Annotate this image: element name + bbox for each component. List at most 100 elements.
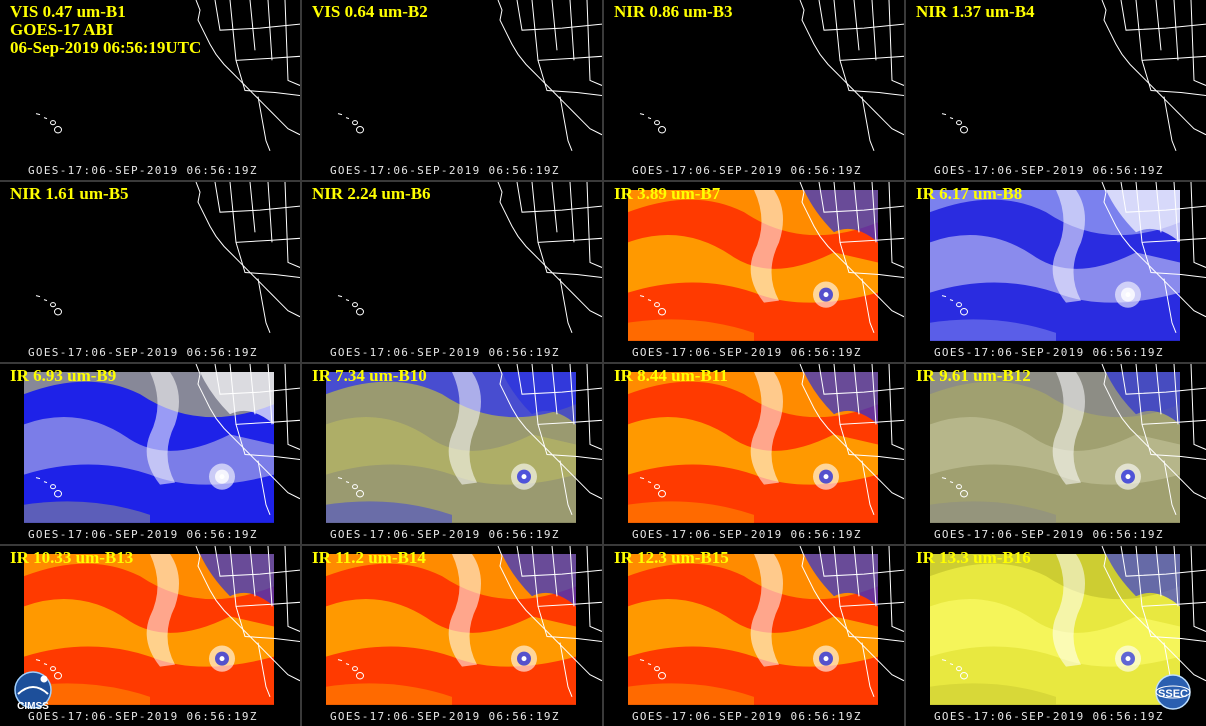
hawaii-islands-outline — [35, 113, 62, 134]
band-panel: IR 6.93 um-B9 GOES-17:06-SEP-2019 06:56:1… — [0, 364, 300, 544]
scan-datetime: 06-Sep-2019 06:56:19UTC — [10, 38, 202, 57]
coastline-outline — [497, 182, 602, 334]
band-image — [941, 0, 1206, 152]
band-label: NIR 0.86 um-B3 — [614, 2, 733, 21]
timestamp-caption: GOES-17:06-SEP-2019 06:56:19Z — [934, 528, 1164, 541]
band-image — [35, 0, 300, 152]
band-image — [628, 546, 904, 705]
band-label: NIR 1.61 um-B5 — [10, 184, 129, 203]
band-panel: IR 11.2 um-B14 GOES-17:06-SEP-2019 06:56:… — [302, 546, 602, 726]
coastline-outline — [1101, 364, 1206, 516]
band-panel: IR 3.89 um-B7 GOES-17:06-SEP-2019 06:56:1… — [604, 182, 904, 362]
hawaii-islands-outline — [337, 113, 364, 134]
band-panel: IR 12.3 um-B15 GOES-17:06-SEP-2019 06:56:… — [604, 546, 904, 726]
band-panel: IR 9.61 um-B12 GOES-17:06-SEP-2019 06:56:… — [906, 364, 1206, 544]
band-panel: NIR 2.24 um-B6 GOES-17:06-SEP-2019 06:56:… — [302, 182, 602, 362]
band-label: IR 3.89 um-B7 — [614, 184, 721, 203]
coastline-outline — [1101, 182, 1206, 334]
coastline-outline — [799, 546, 904, 698]
hawaii-islands-outline — [941, 659, 968, 680]
band-image — [337, 0, 602, 152]
coastline-outline — [195, 0, 300, 152]
hawaii-islands-outline — [639, 659, 666, 680]
timestamp-caption: GOES-17:06-SEP-2019 06:56:19Z — [632, 164, 862, 177]
band-label: IR 10.33 um-B13 — [10, 548, 134, 567]
band-label: IR 13.3 um-B16 — [916, 548, 1031, 567]
coastline-outline — [799, 364, 904, 516]
satellite-imagery — [628, 372, 878, 523]
band-label: IR 8.44 um-B11 — [614, 366, 728, 385]
coastline-outline — [497, 364, 602, 516]
hawaii-islands-outline — [639, 477, 666, 498]
hawaii-islands-outline — [639, 113, 666, 134]
satellite-imagery — [930, 372, 1180, 523]
band-label: IR 6.93 um-B9 — [10, 366, 117, 385]
satellite-imagery — [326, 554, 576, 705]
band-panel: VIS 0.64 um-B2 GOES-17:06-SEP-2019 06:56:… — [302, 0, 602, 180]
band-label: NIR 1.37 um-B4 — [916, 2, 1035, 21]
timestamp-caption: GOES-17:06-SEP-2019 06:56:19Z — [28, 710, 258, 723]
band-image — [326, 364, 602, 523]
band-image — [930, 364, 1206, 523]
timestamp-caption: GOES-17:06-SEP-2019 06:56:19Z — [28, 528, 258, 541]
coastline-outline — [195, 546, 300, 698]
band-image — [24, 364, 300, 523]
band-label: VIS 0.47 um-B1 — [10, 2, 126, 21]
timestamp-caption: GOES-17:06-SEP-2019 06:56:19Z — [28, 346, 258, 359]
satellite-imagery — [628, 190, 878, 341]
band-image — [35, 182, 300, 334]
band-label: IR 9.61 um-B12 — [916, 366, 1031, 385]
band-panel: IR 13.3 um-B16 GOES-17:06-SEP-2019 06:56:… — [906, 546, 1206, 726]
band-image — [930, 546, 1206, 705]
band-image — [337, 182, 602, 334]
band-label: IR 7.34 um-B10 — [312, 366, 427, 385]
timestamp-caption: GOES-17:06-SEP-2019 06:56:19Z — [330, 710, 560, 723]
timestamp-caption: GOES-17:06-SEP-2019 06:56:19Z — [330, 346, 560, 359]
band-panel: NIR 0.86 um-B3 GOES-17:06-SEP-2019 06:56:… — [604, 0, 904, 180]
band-image — [24, 546, 300, 705]
ssec-logo: SSEC — [1155, 674, 1191, 710]
timestamp-caption: GOES-17:06-SEP-2019 06:56:19Z — [934, 164, 1164, 177]
band-label: NIR 2.24 um-B6 — [312, 184, 431, 203]
cimss-logo: CIMSS — [14, 671, 52, 712]
hawaii-islands-outline — [337, 659, 364, 680]
band-panel: IR 6.17 um-B8 GOES-17:06-SEP-2019 06:56:1… — [906, 182, 1206, 362]
timestamp-caption: GOES-17:06-SEP-2019 06:56:19Z — [632, 346, 862, 359]
coastline-outline — [195, 182, 300, 334]
hawaii-islands-outline — [639, 295, 666, 316]
cimss-logo-text: CIMSS — [17, 701, 49, 712]
timestamp-caption: GOES-17:06-SEP-2019 06:56:19Z — [632, 528, 862, 541]
coastline-outline — [799, 182, 904, 334]
timestamp-caption: GOES-17:06-SEP-2019 06:56:19Z — [330, 528, 560, 541]
hawaii-islands-outline — [35, 477, 62, 498]
band-panel: IR 7.34 um-B10 GOES-17:06-SEP-2019 06:56:… — [302, 364, 602, 544]
band-label: VIS 0.64 um-B2 — [312, 2, 428, 21]
coastline-outline — [497, 546, 602, 698]
band-image — [930, 182, 1206, 341]
hawaii-islands-outline — [35, 295, 62, 316]
satellite-name: GOES-17 ABI — [10, 20, 114, 39]
band-panel: IR 8.44 um-B11 GOES-17:06-SEP-2019 06:56:… — [604, 364, 904, 544]
band-image — [639, 0, 904, 152]
timestamp-caption: GOES-17:06-SEP-2019 06:56:19Z — [330, 164, 560, 177]
hawaii-islands-outline — [941, 113, 968, 134]
timestamp-caption: GOES-17:06-SEP-2019 06:56:19Z — [28, 164, 258, 177]
hawaii-islands-outline — [35, 659, 62, 680]
ssec-logo-text: SSEC — [1158, 688, 1188, 700]
hawaii-islands-outline — [941, 477, 968, 498]
satellite-imagery — [24, 372, 274, 523]
band-image — [628, 364, 904, 523]
coastline-outline — [195, 364, 300, 516]
hawaii-islands-outline — [941, 295, 968, 316]
satellite-imagery — [24, 554, 274, 705]
band-panel: NIR 1.37 um-B4 GOES-17:06-SEP-2019 06:56:… — [906, 0, 1206, 180]
band-image — [628, 182, 904, 341]
band-label: IR 6.17 um-B8 — [916, 184, 1023, 203]
band-image — [326, 546, 602, 705]
band-panel: NIR 1.61 um-B5 GOES-17:06-SEP-2019 06:56:… — [0, 182, 300, 362]
band-panel: IR 10.33 um-B13 GOES-17:06-SEP-2019 06:56… — [0, 546, 300, 726]
coastline-outline — [497, 0, 602, 152]
timestamp-caption: GOES-17:06-SEP-2019 06:56:19Z — [632, 710, 862, 723]
satellite-imagery — [930, 554, 1180, 705]
